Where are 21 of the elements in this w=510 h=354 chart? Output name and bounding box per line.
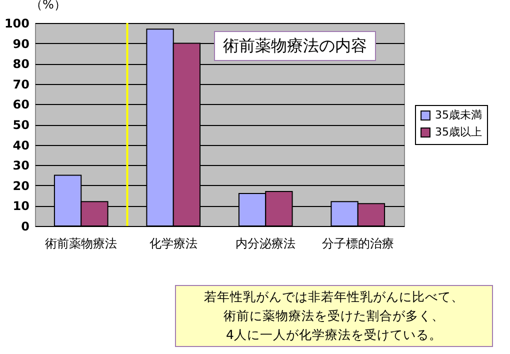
legend-label: 35歳以上: [435, 126, 482, 138]
x-tick-label: 化学療法: [149, 236, 198, 250]
y-tick-label: 80: [12, 57, 30, 72]
legend-label: 35歳未満: [435, 108, 482, 122]
text: 4人に一人が化学療法を受けている。: [225, 326, 443, 344]
x-tick-label: 内分泌療法: [236, 236, 296, 250]
y-tick-label: 50: [12, 118, 30, 132]
x-tick-label: 分子標的治療: [322, 236, 394, 250]
text: 術前に薬物療法を受けた割合が多く、: [222, 307, 446, 325]
y-tick-label: 30: [12, 158, 30, 173]
text: 術前薬物療法の内容: [214, 31, 376, 61]
y-tick-label: 20: [12, 178, 30, 193]
y-tick-label: 0: [21, 220, 30, 234]
y-tick-label: 60: [12, 98, 30, 112]
y-tick-label: 70: [12, 77, 30, 92]
text: 若年性乳がんでは非若年性乳がんに比べて、: [203, 288, 465, 306]
x-tick-label: 術前薬物療法: [45, 236, 118, 250]
y-tick-label: 40: [12, 138, 30, 152]
y-tick-label: 10: [12, 199, 30, 214]
y-tick-label: 100: [4, 16, 30, 30]
y-tick-label: 90: [12, 36, 30, 51]
